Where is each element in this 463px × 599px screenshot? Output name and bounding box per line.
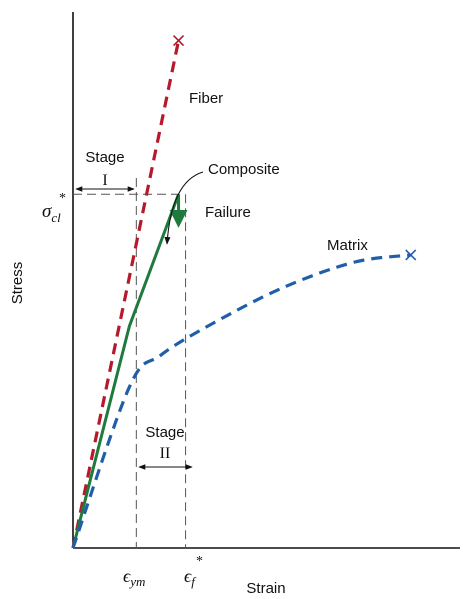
stage-2-numeral: II [160,445,171,462]
fiber-series-line [71,40,181,549]
tick-symbol: ϵ [184,566,192,586]
tick-superscript: * [196,554,203,569]
stage-2-label: Stage [145,424,184,441]
stage-1-numeral: I [102,172,107,189]
svg-text:ϵf: ϵf [184,566,197,589]
series-group [71,35,417,549]
svg-text:ϵym: ϵym [123,566,145,589]
matrix-label: Matrix [327,237,368,254]
tick-epsilon-f: ϵf * [184,554,203,589]
tick-sigma-cl: σcl * [42,191,66,225]
fiber-label: Fiber [189,90,223,107]
tick-epsilon-ym: ϵym [123,566,145,589]
composite-label: Composite [208,161,280,178]
x-axis-label: Strain [246,580,285,597]
tick-symbol: σ [42,201,52,222]
tick-subscript: ym [128,574,145,589]
stage-1-label: Stage [85,149,124,166]
tick-superscript: * [59,191,66,206]
tick-subscript: f [191,574,197,589]
y-axis-label: Stress [9,262,26,305]
svg-text:σcl: σcl [42,201,61,225]
tick-symbol: ϵ [123,566,131,586]
tick-subscript: cl [51,210,61,225]
failure-label: Failure [205,204,251,221]
composite-pointer-arrow [164,171,204,245]
fiber-end-x-marker [172,35,185,47]
composite-series-line [71,193,180,549]
matrix-series-line [71,253,411,549]
matrix-end-x-marker [405,249,417,261]
